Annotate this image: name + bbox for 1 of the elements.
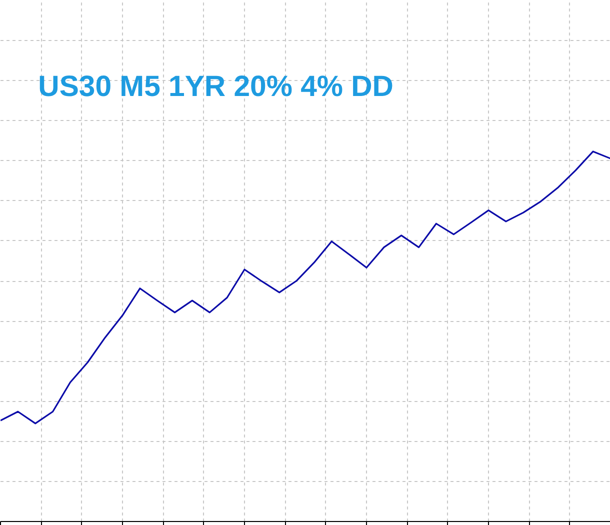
chart-title: US30 M5 1YR 20% 4% DD <box>38 70 394 103</box>
